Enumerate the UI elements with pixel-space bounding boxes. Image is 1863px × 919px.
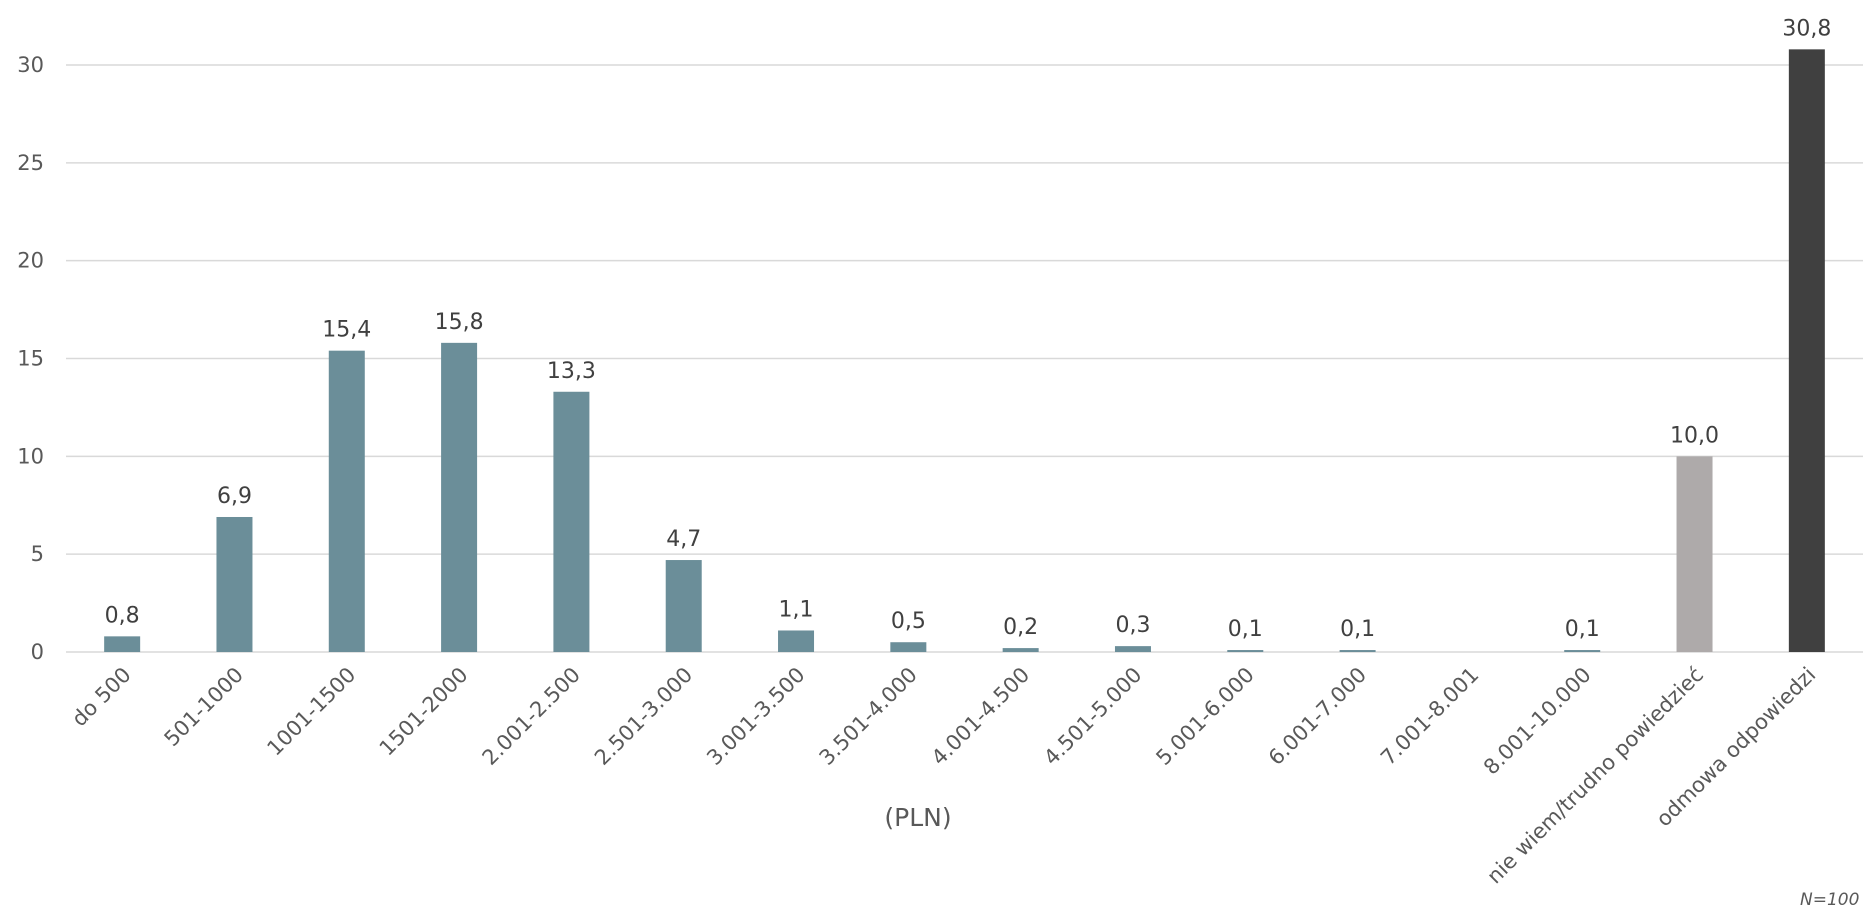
category-label: 4.501-5.000 <box>1039 663 1146 770</box>
category-label: 3.001-3.500 <box>702 663 809 770</box>
category-label: 5.001-6.000 <box>1151 663 1258 770</box>
bar <box>1564 650 1601 652</box>
y-tick-label: 5 <box>31 542 44 566</box>
bar <box>778 630 815 652</box>
bar <box>104 636 141 652</box>
bar <box>553 391 590 652</box>
bar <box>1339 650 1376 652</box>
data-label: 0,2 <box>1003 615 1038 640</box>
bar <box>216 516 253 652</box>
category-label: 3.501-4.000 <box>815 663 922 770</box>
category-label: do 500 <box>67 663 136 732</box>
gridlines <box>66 64 1863 653</box>
category-label: 1001-1500 <box>262 663 360 761</box>
category-label: 1501-2000 <box>375 663 473 761</box>
category-label: 7.001-8.001 <box>1376 663 1483 770</box>
x-axis-title: (PLN) <box>884 803 951 832</box>
y-tick-label: 20 <box>17 249 44 273</box>
data-label: 30,8 <box>1782 16 1831 41</box>
data-label: 1,1 <box>779 597 814 622</box>
data-label: 15,4 <box>322 318 371 343</box>
data-label: 10,0 <box>1670 423 1719 448</box>
y-tick-label: 15 <box>17 347 44 371</box>
category-label: 2.001-2.500 <box>478 663 585 770</box>
bar <box>1114 646 1151 652</box>
category-label: nie wiem/trudno powiedzieć <box>1482 663 1708 889</box>
y-tick-label: 10 <box>17 444 44 468</box>
data-label: 4,7 <box>666 527 701 552</box>
bar <box>890 642 927 652</box>
data-label: 6,9 <box>217 484 252 509</box>
category-label: 501-1000 <box>160 663 248 751</box>
category-label: 4.001-4.500 <box>927 663 1034 770</box>
bar <box>1227 650 1264 652</box>
bar <box>328 350 365 652</box>
bar <box>665 560 702 652</box>
y-tick-label: 25 <box>17 151 44 175</box>
y-tick-label: 0 <box>31 640 44 664</box>
data-label: 15,8 <box>435 310 484 335</box>
category-label: 8.001-10.000 <box>1479 663 1596 780</box>
data-label: 0,1 <box>1228 617 1263 642</box>
category-labels: do 500 501-1000 1001-1500 1501-2000 2.001-2.… <box>67 663 1820 889</box>
data-label: 0,3 <box>1115 613 1150 638</box>
bar <box>1002 648 1039 652</box>
data-label: 0,1 <box>1565 617 1600 642</box>
bar <box>441 342 478 652</box>
bar <box>1788 49 1825 652</box>
data-label: 0,8 <box>105 603 140 628</box>
data-label: 0,1 <box>1340 617 1375 642</box>
data-label: 13,3 <box>547 359 596 384</box>
category-label: 2.501-3.000 <box>590 663 697 770</box>
bar <box>1676 456 1713 652</box>
category-label: 6.001-7.000 <box>1264 663 1371 770</box>
data-label: 0,5 <box>891 609 926 634</box>
data-labels: 0,8 6,9 15,4 15,8 13,3 4,7 1,1 0,5 0,2 0,3 0,1 0,1 0… <box>105 16 1832 642</box>
y-tick-label: 30 <box>17 53 44 77</box>
y-axis-ticks: 0 5 10 15 20 25 30 <box>17 53 44 664</box>
sample-size-note: N=100 <box>1800 890 1859 910</box>
bars <box>104 49 1825 652</box>
